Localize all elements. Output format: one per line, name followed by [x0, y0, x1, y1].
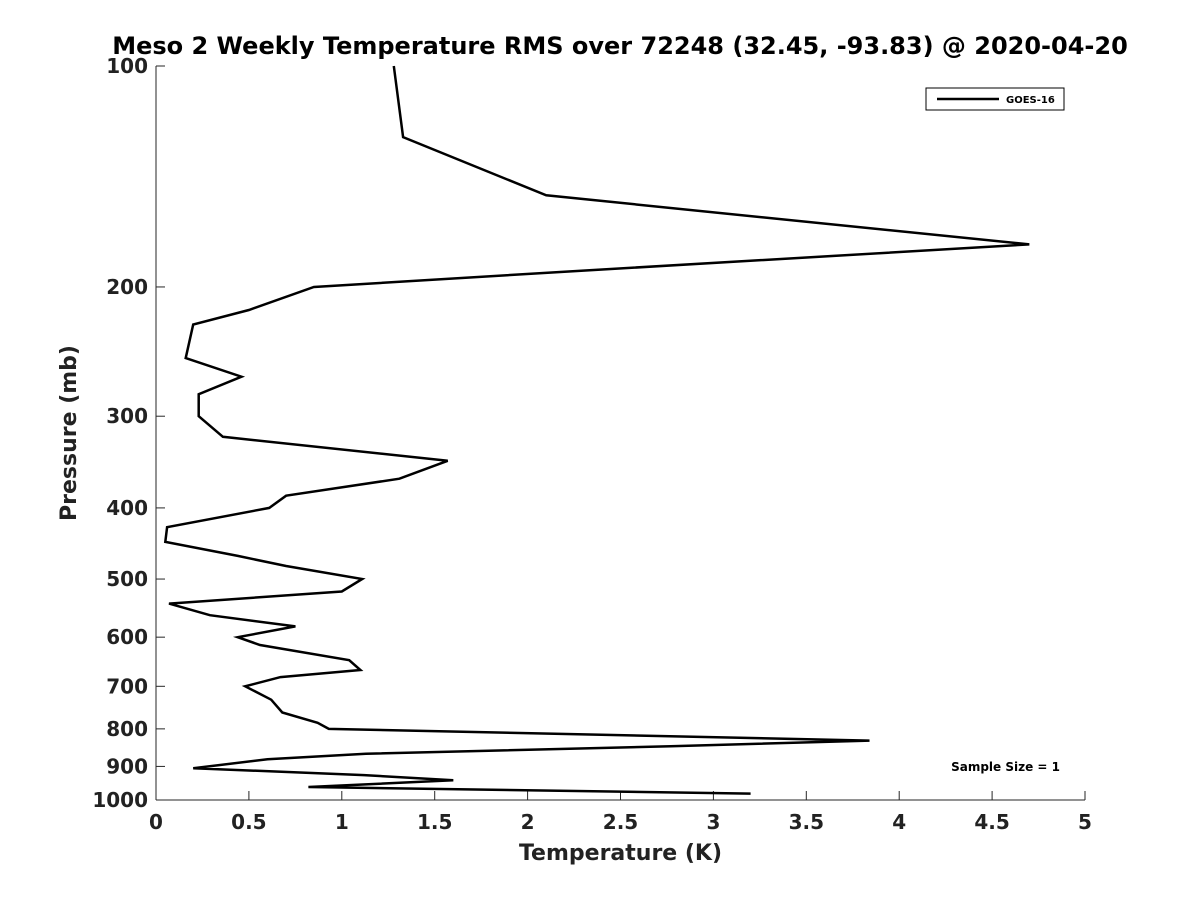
x-tick-label: 3 — [706, 810, 720, 834]
y-tick-label: 700 — [106, 674, 148, 698]
y-tick-label: 800 — [106, 717, 148, 741]
y-tick-label: 600 — [106, 625, 148, 649]
x-tick-label: 0 — [149, 810, 163, 834]
x-axis-ticks: 0 0.5 1 1.5 2 2.5 3 3.5 4 4.5 5 — [149, 791, 1092, 834]
y-tick-label: 1000 — [92, 788, 148, 812]
x-tick-label: 3.5 — [789, 810, 824, 834]
series-line-goes-16 — [163, 65, 1030, 795]
y-tick-label: 100 — [106, 54, 148, 78]
sample-size-annotation: Sample Size = 1 — [951, 760, 1060, 774]
x-tick-label: 2 — [521, 810, 535, 834]
x-tick-label: 4.5 — [974, 810, 1009, 834]
x-tick-label: 0.5 — [231, 810, 266, 834]
y-tick-label: 300 — [106, 404, 148, 428]
chart-title: Meso 2 Weekly Temperature RMS over 72248… — [112, 32, 1128, 60]
y-tick-label: 200 — [106, 275, 148, 299]
x-tick-label: 1.5 — [417, 810, 452, 834]
x-tick-label: 2.5 — [603, 810, 638, 834]
y-tick-label: 400 — [106, 496, 148, 520]
y-tick-label: 900 — [106, 754, 148, 778]
x-tick-label: 5 — [1078, 810, 1092, 834]
legend-label-goes-16: GOES-16 — [1006, 95, 1055, 106]
y-tick-label: 500 — [106, 567, 148, 591]
y-axis-label: Pressure (mb) — [57, 345, 82, 521]
x-axis-label: Temperature (K) — [519, 841, 722, 866]
y-axis-ticks: 100 200 300 400 500 600 700 800 900 1000 — [92, 54, 165, 812]
x-tick-label: 1 — [335, 810, 349, 834]
x-tick-label: 4 — [892, 810, 906, 834]
plot-axes — [155, 66, 1085, 801]
legend: GOES-16 — [925, 87, 1065, 111]
